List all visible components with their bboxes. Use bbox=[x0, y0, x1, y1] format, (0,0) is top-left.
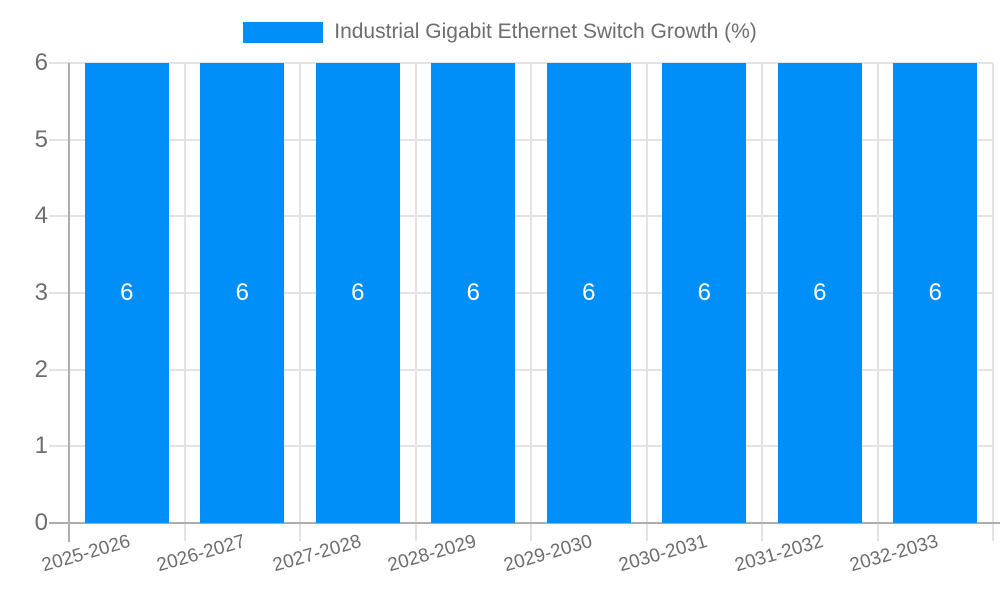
gridline-vertical bbox=[183, 63, 186, 541]
x-tick-label: 2027-2028 bbox=[270, 531, 364, 577]
gridline-vertical bbox=[299, 63, 301, 541]
y-tick-label: 2 bbox=[34, 355, 48, 383]
bar: 6 bbox=[662, 63, 747, 523]
y-tick-label: 6 bbox=[34, 49, 48, 76]
gridline-vertical bbox=[414, 63, 417, 541]
bar: 6 bbox=[200, 63, 285, 523]
gridline-horizontal bbox=[49, 368, 993, 371]
legend-label: Industrial Gigabit Ethernet Switch Growt… bbox=[334, 20, 757, 43]
gridline-horizontal bbox=[49, 62, 993, 64]
bar: 6 bbox=[893, 63, 978, 523]
bar: 6 bbox=[431, 63, 516, 523]
legend-swatch bbox=[243, 21, 324, 43]
legend-item[interactable]: Industrial Gigabit Ethernet Switch Growt… bbox=[243, 20, 757, 44]
bar-value-label: 6 bbox=[697, 279, 711, 306]
bar-value-label: 6 bbox=[235, 279, 249, 306]
x-tick-label: 2030-2031 bbox=[616, 531, 711, 577]
bar-value-label: 6 bbox=[582, 279, 596, 306]
y-tick-label: 4 bbox=[34, 202, 48, 230]
gridline-horizontal bbox=[49, 292, 993, 294]
y-tick-label: 0 bbox=[34, 509, 48, 536]
plot-area: 6 6 6 6 6 6 6 6 bbox=[49, 62, 1000, 542]
y-axis-line bbox=[68, 63, 70, 542]
gridline-horizontal bbox=[49, 215, 993, 218]
bar-value-label: 6 bbox=[120, 279, 134, 306]
gridline-horizontal bbox=[49, 138, 993, 141]
gridline-vertical bbox=[645, 63, 648, 541]
x-tick-label: 2029-2030 bbox=[501, 531, 595, 577]
gridline-vertical bbox=[530, 63, 532, 541]
x-tick-label: 2025-2026 bbox=[39, 531, 133, 577]
x-tick-label: 2031-2032 bbox=[732, 531, 826, 577]
gridline-horizontal bbox=[49, 445, 993, 448]
x-tick-label: 2028-2029 bbox=[385, 531, 480, 577]
bar-value-label: 6 bbox=[928, 279, 942, 306]
x-tick-label: 2032-2033 bbox=[847, 531, 942, 577]
bar-value-label: 6 bbox=[813, 279, 827, 306]
bar: 6 bbox=[546, 63, 631, 523]
y-tick-label: 3 bbox=[34, 279, 48, 306]
bar-value-label: 6 bbox=[466, 279, 480, 306]
y-tick-label: 5 bbox=[34, 125, 48, 153]
gridline-vertical bbox=[761, 63, 763, 541]
bar: 6 bbox=[84, 63, 169, 523]
gridline-vertical bbox=[876, 63, 879, 541]
bar: 6 bbox=[315, 63, 400, 523]
y-tick-label: 1 bbox=[34, 432, 48, 460]
bar: 6 bbox=[777, 63, 862, 523]
x-tick-label: 2026-2027 bbox=[154, 531, 249, 577]
legend: Industrial Gigabit Ethernet Switch Growt… bbox=[0, 20, 1000, 44]
bar-value-label: 6 bbox=[351, 279, 365, 306]
x-axis-line bbox=[49, 522, 1000, 524]
gridline-vertical bbox=[992, 63, 994, 541]
